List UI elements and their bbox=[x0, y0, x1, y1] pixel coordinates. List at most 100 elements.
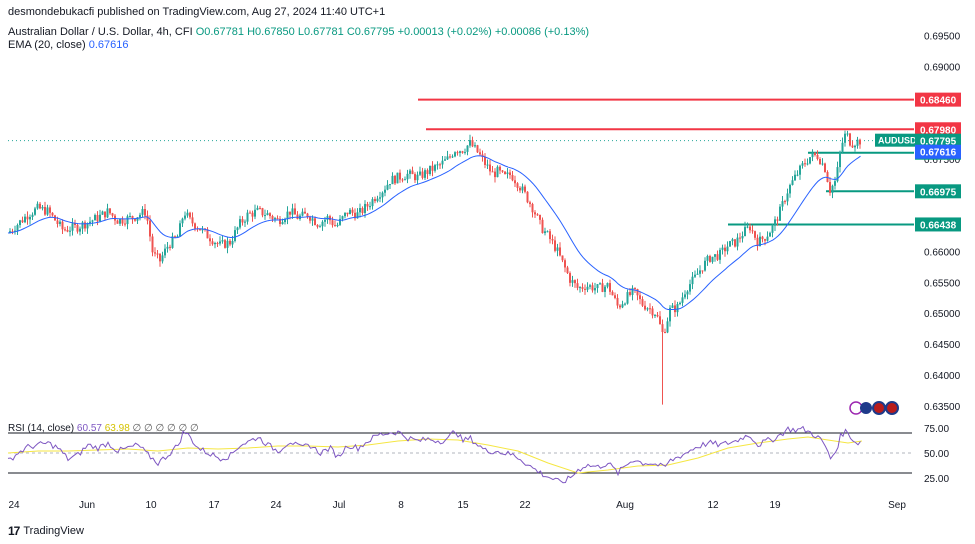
candle-body bbox=[664, 332, 666, 334]
candle-body bbox=[69, 230, 71, 232]
candle-body bbox=[759, 236, 761, 247]
candle-body bbox=[156, 253, 159, 255]
candle-body bbox=[9, 231, 11, 233]
candle-body bbox=[351, 209, 354, 213]
candle-body bbox=[394, 175, 396, 184]
candle-body bbox=[554, 240, 556, 251]
candle-body bbox=[221, 240, 224, 242]
candle-body bbox=[849, 133, 851, 146]
level-tag bbox=[915, 92, 961, 107]
candle-body bbox=[346, 212, 349, 215]
candle-body bbox=[731, 239, 734, 242]
y-tick-label: 0.66000 bbox=[924, 247, 961, 258]
candle-body bbox=[786, 193, 789, 202]
tradingview-logo-icon: 17 bbox=[8, 524, 20, 538]
candle-body bbox=[671, 305, 674, 308]
candle-body bbox=[134, 219, 136, 221]
candle-body bbox=[381, 192, 384, 198]
candle-body bbox=[571, 280, 574, 283]
rsi-tick-label: 50.00 bbox=[924, 449, 949, 460]
change-value-2: +0.00086 (+0.13%) bbox=[494, 26, 590, 38]
candle-body bbox=[529, 202, 531, 204]
candle-body bbox=[36, 203, 39, 209]
candle-body bbox=[624, 303, 626, 305]
candle-body bbox=[674, 305, 676, 313]
candle-body bbox=[316, 224, 319, 227]
candle-body bbox=[509, 172, 511, 176]
candle-body bbox=[81, 222, 84, 229]
candle-body bbox=[256, 207, 259, 210]
candle-body bbox=[531, 203, 534, 213]
candle-body bbox=[291, 208, 294, 215]
x-tick-label: 24 bbox=[8, 500, 20, 511]
candle-body bbox=[239, 219, 241, 228]
candle-body bbox=[626, 292, 629, 304]
rsi-label: RSI (14, close) bbox=[8, 423, 75, 434]
candle-body bbox=[546, 231, 549, 233]
candle-body bbox=[476, 145, 479, 153]
level-tag bbox=[915, 184, 961, 199]
x-tick-label: 12 bbox=[707, 500, 719, 511]
candle-body bbox=[224, 240, 226, 248]
candle-body bbox=[261, 208, 264, 216]
candle-body bbox=[331, 220, 334, 226]
candle-body bbox=[464, 151, 466, 153]
candle-body bbox=[301, 211, 304, 216]
candle-body bbox=[724, 247, 726, 252]
candle-body bbox=[411, 170, 414, 175]
candle-body bbox=[344, 212, 346, 217]
candle-body bbox=[389, 184, 391, 186]
candle-body bbox=[209, 238, 211, 242]
candle-body bbox=[701, 270, 704, 272]
candle-body bbox=[719, 249, 721, 260]
candle-body bbox=[269, 213, 271, 217]
level-tag-label: 0.67980 bbox=[920, 125, 957, 136]
candle-body bbox=[784, 201, 786, 203]
candle-body bbox=[314, 218, 316, 225]
candle-body bbox=[744, 227, 746, 236]
candle-body bbox=[409, 170, 411, 174]
candle-body bbox=[304, 211, 306, 214]
candle-body bbox=[534, 212, 536, 215]
candle-body bbox=[659, 316, 661, 325]
candle-body bbox=[461, 151, 464, 153]
candle-body bbox=[29, 216, 31, 220]
candle-body bbox=[751, 230, 754, 232]
candle-body bbox=[804, 163, 806, 165]
candle-body bbox=[119, 218, 121, 224]
candle-body bbox=[326, 216, 329, 220]
candle-body bbox=[51, 212, 54, 216]
level-tag-label: 0.66438 bbox=[920, 220, 957, 231]
candle-body bbox=[734, 239, 736, 247]
candle-body bbox=[684, 294, 686, 298]
candle-body bbox=[676, 304, 679, 313]
candle-body bbox=[246, 212, 249, 222]
candle-body bbox=[706, 255, 709, 261]
candle-body bbox=[376, 198, 379, 202]
candle-body bbox=[811, 152, 814, 158]
candle-body bbox=[761, 236, 764, 240]
candle-body bbox=[194, 223, 196, 229]
y-tick-label: 0.67500 bbox=[924, 155, 961, 166]
tradingview-logo[interactable]: 17 TradingView bbox=[8, 524, 84, 538]
ema-value: 0.67616 bbox=[88, 39, 129, 51]
candle-body bbox=[186, 212, 189, 216]
candle-body bbox=[541, 219, 544, 234]
ema-tag-label: 0.67616 bbox=[920, 148, 957, 159]
candle-body bbox=[154, 252, 156, 254]
candle-body bbox=[276, 218, 279, 220]
candle-body bbox=[471, 140, 474, 147]
candle-body bbox=[459, 151, 461, 153]
candle-body bbox=[44, 206, 46, 215]
candle-body bbox=[809, 157, 811, 164]
x-tick-label: Aug bbox=[616, 500, 634, 511]
candle-body bbox=[14, 230, 16, 232]
y-tick-label: 0.65000 bbox=[924, 309, 961, 320]
rsi-line bbox=[7, 425, 861, 484]
candle-body bbox=[609, 283, 611, 292]
high-value: H0.67850 bbox=[247, 26, 295, 38]
x-tick-label: Jun bbox=[79, 500, 95, 511]
candle-body bbox=[369, 206, 371, 208]
candle-body bbox=[166, 246, 169, 249]
